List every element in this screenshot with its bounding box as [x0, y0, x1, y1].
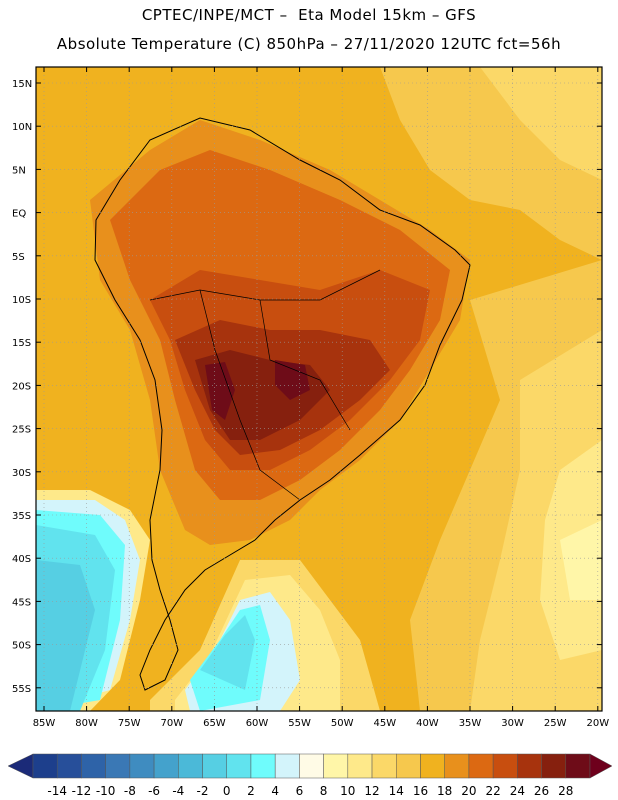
lon-tick-label: 50W	[331, 718, 354, 729]
colorbar-label: 8	[320, 784, 328, 798]
temperature-field	[36, 67, 602, 711]
colorbar-label: -8	[124, 784, 136, 798]
colorbar-label: 2	[247, 784, 255, 798]
lat-tick-label: 50S	[12, 641, 31, 652]
lon-tick-label: 25W	[544, 718, 567, 729]
colorbar-box	[565, 753, 591, 779]
colorbar-box	[178, 753, 203, 779]
colorbar-high-arrow	[589, 753, 613, 779]
lon-tick-label: 35W	[459, 718, 482, 729]
colorbar-box	[347, 753, 373, 779]
colorbar-box	[274, 753, 300, 779]
colorbar-box	[105, 753, 131, 779]
lon-tick-label: 20W	[586, 718, 609, 729]
lon-tick-label: 65W	[203, 718, 226, 729]
colorbar-label: -10	[96, 784, 116, 798]
longitude-axis: 85W 80W 75W 70W 65W 60W 55W 50W 45W 40W 35W 30W 25W 2…	[33, 67, 609, 729]
lat-tick-label: 55S	[12, 684, 31, 695]
field-28-plus-land-2	[275, 360, 310, 400]
colorbar-box	[56, 753, 82, 779]
colorbar-box	[153, 753, 179, 779]
colorbar-box	[202, 753, 227, 779]
map-frame	[35, 66, 603, 712]
colorbar-label: 14	[389, 784, 404, 798]
colorbar-label: 12	[364, 784, 379, 798]
colorbar-label: 24	[510, 784, 525, 798]
chart-title-line1: CPTEC/INPE/MCT – Eta Model 15km – GFS	[141, 6, 477, 24]
colorbar-label: 16	[413, 784, 428, 798]
graticule	[36, 67, 602, 711]
lat-tick-label: 5N	[12, 165, 26, 176]
colorbar: -14 -12 -10 -8 -6 -4 -2 0 2 4 6 8 10 12 14 16 18 20 22 24 26…	[7, 753, 613, 798]
lat-tick-label: 10N	[12, 122, 32, 133]
lat-tick-label: 10S	[12, 295, 31, 306]
lon-tick-label: 60W	[246, 718, 269, 729]
colorbar-box	[541, 753, 567, 779]
colorbar-label: -2	[197, 784, 209, 798]
lat-tick-label: 20S	[12, 381, 31, 392]
lon-tick-label: 85W	[33, 718, 56, 729]
border-line-3	[259, 299, 351, 431]
lon-tick-label: 70W	[160, 718, 183, 729]
lat-tick-label: 15N	[12, 79, 32, 90]
colorbar-box	[129, 753, 155, 779]
colorbar-box	[517, 753, 542, 779]
colorbar-label: 22	[485, 784, 500, 798]
colorbar-box	[444, 753, 470, 779]
colorbar-box	[250, 753, 276, 779]
colorbar-label: -12	[72, 784, 92, 798]
field-28-plus-land	[205, 362, 235, 420]
colorbar-label: 10	[340, 784, 355, 798]
lon-tick-label: 30W	[501, 718, 524, 729]
field-0-2-sw	[36, 560, 95, 711]
colorbar-box	[371, 753, 397, 779]
lon-tick-label: 75W	[118, 718, 141, 729]
colorbar-label: 4	[271, 784, 279, 798]
colorbar-label: 28	[558, 784, 573, 798]
colorbar-low-arrow	[7, 753, 34, 779]
colorbar-box	[299, 753, 324, 779]
lat-tick-label: 35S	[12, 511, 31, 522]
lon-tick-label: 80W	[75, 718, 98, 729]
colorbar-label: 0	[223, 784, 231, 798]
border-line-2	[199, 289, 301, 501]
field-2-4-s	[200, 615, 255, 690]
colorbar-label: -14	[47, 784, 67, 798]
colorbar-labels: -14 -12 -10 -8 -6 -4 -2 0 2 4 6 8 10 12 14 16 18 20 22 24 26…	[47, 784, 573, 798]
field-12-14-north	[480, 67, 602, 180]
latitude-axis: 15N 10N 5N EQ 5S 10S 15S 20S 25S 30S 35S 40S 45S 50S 5…	[12, 79, 602, 695]
colorbar-label: 18	[437, 784, 452, 798]
chart-title-line2: Absolute Temperature (C) 850hPa – 27/11/…	[56, 35, 562, 53]
colorbar-label: 26	[534, 784, 549, 798]
field-8-10-east	[560, 520, 602, 600]
colorbar-box	[492, 753, 518, 779]
coastline	[94, 117, 471, 691]
colorbar-box	[81, 753, 106, 779]
colorbar-box	[396, 753, 421, 779]
colorbar-label: -6	[148, 784, 160, 798]
lat-tick-label: 15S	[12, 338, 31, 349]
colorbar-box	[468, 753, 494, 779]
colorbar-label: 20	[461, 784, 476, 798]
colorbar-label: -4	[172, 784, 184, 798]
colorbar-box	[420, 753, 445, 779]
lat-tick-label: 30S	[12, 468, 31, 479]
lat-tick-label: 45S	[12, 597, 31, 608]
lon-tick-label: 55W	[288, 718, 311, 729]
temperature-map: 15N 10N 5N EQ 5S 10S 15S 20S 25S 30S 35S 40S 45S 50S 5…	[12, 66, 609, 729]
lat-tick-label: EQ	[12, 209, 26, 220]
colorbar-label: 6	[296, 784, 304, 798]
lon-tick-label: 40W	[416, 718, 439, 729]
lon-tick-label: 45W	[373, 718, 396, 729]
colorbar-box	[226, 753, 252, 779]
lat-tick-label: 5S	[12, 252, 25, 263]
colorbar-box	[323, 753, 349, 779]
lat-tick-label: 40S	[12, 554, 31, 565]
colorbar-boxes	[7, 753, 613, 779]
lat-tick-label: 25S	[12, 425, 31, 436]
colorbar-box	[32, 753, 58, 779]
